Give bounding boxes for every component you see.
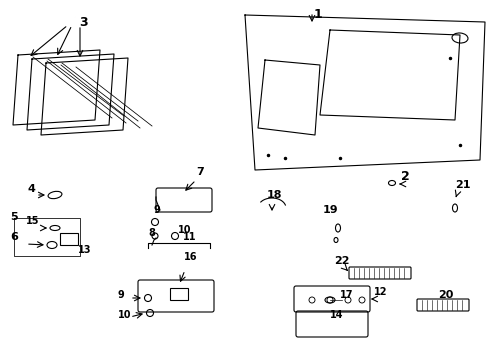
Text: 4: 4: [27, 184, 35, 194]
Text: 16: 16: [183, 252, 197, 262]
Text: 21: 21: [454, 180, 469, 190]
Text: 14: 14: [329, 310, 343, 320]
Text: 5: 5: [10, 212, 18, 222]
Text: 19: 19: [323, 205, 338, 215]
Text: 12: 12: [373, 287, 386, 297]
Text: 2: 2: [400, 170, 409, 183]
Text: 17: 17: [339, 290, 353, 300]
Text: 18: 18: [266, 190, 282, 200]
Text: 1: 1: [313, 8, 322, 21]
Text: 22: 22: [333, 256, 349, 266]
Text: 20: 20: [437, 290, 452, 300]
Text: 13: 13: [78, 245, 91, 255]
Text: 3: 3: [79, 16, 87, 29]
Bar: [60, 233, 78, 245]
Text: 9: 9: [118, 290, 124, 300]
Text: 6: 6: [10, 232, 18, 242]
Text: 8: 8: [148, 228, 155, 238]
Text: 10: 10: [178, 225, 191, 235]
Bar: [170, 288, 187, 300]
Text: 7: 7: [196, 167, 203, 177]
Text: 9: 9: [153, 205, 160, 215]
Text: 15: 15: [26, 216, 40, 226]
Text: 10: 10: [118, 310, 131, 320]
Text: 11: 11: [183, 232, 196, 242]
